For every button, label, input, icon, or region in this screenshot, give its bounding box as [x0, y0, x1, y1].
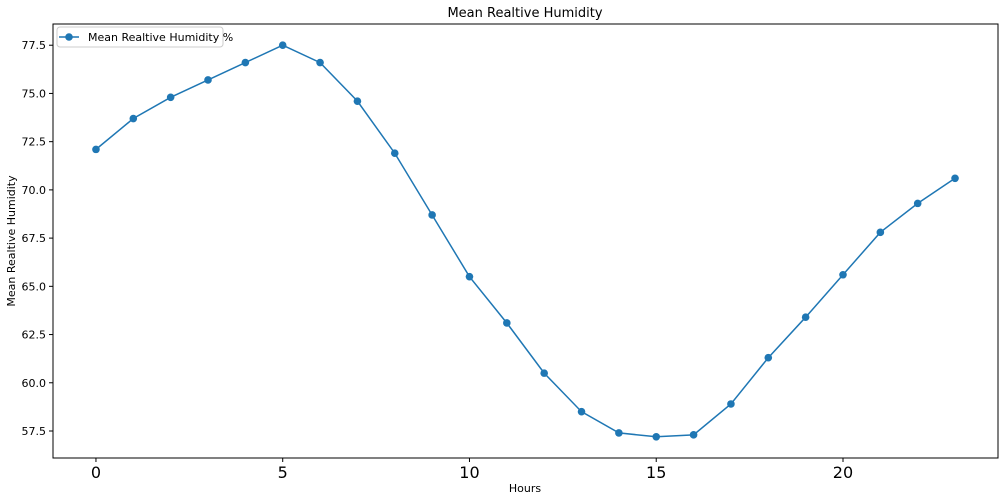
data-point — [428, 211, 436, 219]
data-point — [353, 97, 362, 105]
x-tick-label: 10 — [459, 463, 479, 482]
data-point — [951, 174, 959, 183]
legend: Mean Realtive Humidity % — [56, 26, 233, 48]
y-tick-label: 72.5 — [22, 136, 47, 149]
data-point — [278, 41, 287, 50]
y-tick-label: 62.5 — [22, 329, 47, 342]
legend-box — [56, 26, 224, 48]
y-axis: 57.5 60.0 62.5 65.0 67.5 70.0 72.5 75.0 77.5 — [22, 39, 53, 438]
data-point — [390, 149, 399, 158]
x-tick-label: 20 — [833, 463, 853, 482]
y-tick-label: 75.0 — [22, 87, 47, 100]
data-point — [652, 432, 661, 441]
data-point — [839, 270, 847, 279]
data-point — [503, 319, 511, 327]
data-point — [241, 58, 250, 67]
y-tick-label: 67.5 — [22, 232, 47, 245]
plot-area-frame — [52, 23, 999, 459]
data-point — [577, 407, 586, 416]
data-point — [129, 114, 138, 123]
data-point — [204, 76, 212, 84]
y-tick-label: 57.5 — [22, 425, 47, 438]
y-tick-label: 65.0 — [22, 280, 47, 293]
data-point — [465, 272, 474, 281]
data-point — [876, 228, 885, 237]
y-tick-label: 60.0 — [22, 377, 47, 390]
data-point — [166, 93, 175, 102]
y-tick-label: 77.5 — [22, 39, 47, 52]
data-point — [764, 353, 773, 362]
legend-dot-marker — [65, 33, 73, 41]
data-point — [92, 145, 100, 154]
data-point — [689, 431, 698, 439]
data-point — [615, 429, 623, 437]
y-tick-label: 70.0 — [22, 184, 47, 197]
data-point — [801, 313, 810, 321]
x-tick-label: 15 — [646, 463, 666, 482]
data-point — [316, 58, 324, 67]
legend-entry-label: Mean Realtive Humidity % — [88, 31, 233, 44]
y-axis-label: Mean Realtive Humidity — [5, 175, 18, 307]
data-point — [913, 199, 922, 208]
x-tick-label: 0 — [91, 463, 101, 482]
x-axis: 0 5 10 15 20 — [91, 458, 853, 482]
x-axis-label: Hours — [509, 482, 541, 495]
series-line — [95, 44, 956, 438]
chart-title: Mean Realtive Humidity — [447, 6, 602, 21]
data-point — [540, 369, 548, 377]
x-tick-label: 5 — [278, 463, 288, 482]
series-points — [92, 41, 959, 441]
data-point — [727, 400, 735, 408]
